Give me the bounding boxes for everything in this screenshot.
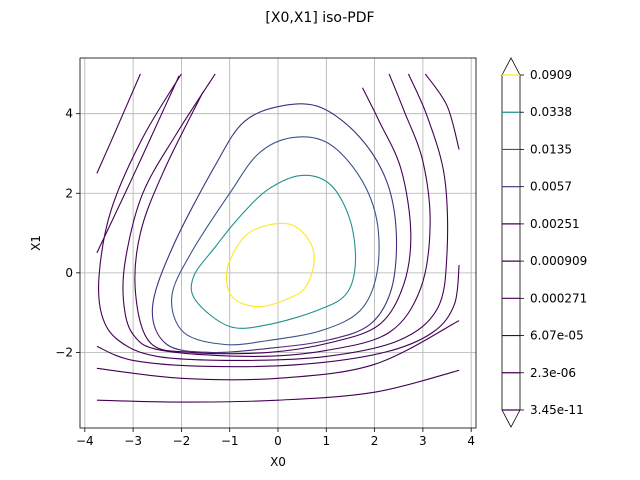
- colorbar-tick-label: 6.07e-05: [530, 329, 584, 343]
- y-tick-label: 4: [65, 107, 73, 121]
- y-axis-label: X1: [29, 235, 43, 251]
- contour-lines: [96, 73, 460, 403]
- colorbar-tick-label: 3.45e-11: [530, 403, 584, 417]
- x-tick-label: 2: [371, 434, 379, 448]
- contour-line: [190, 174, 357, 329]
- contour-line: [96, 264, 460, 368]
- x-tick-label: −1: [221, 434, 239, 448]
- colorbar-extend-top: [501, 57, 521, 76]
- contour-line: [96, 320, 460, 381]
- colorbar-tick-label: 0.000271: [530, 291, 587, 305]
- colorbar-tick-label: 2.3e-06: [530, 366, 576, 380]
- chart-title: [X0,X1] iso-PDF: [265, 10, 374, 26]
- contour-line: [151, 103, 398, 354]
- y-tick-label: 2: [65, 186, 73, 200]
- colorbar-tick-label: 0.000909: [530, 254, 587, 268]
- x-axis-label: X0: [270, 455, 286, 469]
- x-tick-label: 4: [467, 434, 475, 448]
- colorbar-body: [501, 74, 521, 411]
- colorbar-tick-label: 0.0909: [530, 68, 572, 82]
- contour-line: [424, 73, 460, 150]
- x-tick-label: −2: [173, 434, 191, 448]
- x-axis-ticks: −4 −3 −2 −1 0 1 2 3 4: [76, 428, 475, 448]
- contour-line: [96, 75, 180, 254]
- x-tick-label: 3: [419, 434, 427, 448]
- y-tick-label: 0: [65, 266, 73, 280]
- grid-lines: [80, 58, 476, 428]
- x-tick-label: 1: [322, 434, 330, 448]
- y-axis-ticks: −2 0 2 4: [55, 107, 80, 359]
- contour-line: [96, 369, 460, 403]
- x-tick-label: −4: [76, 434, 94, 448]
- contour-line: [134, 87, 412, 355]
- x-tick-label: 0: [274, 434, 282, 448]
- contour-line: [171, 136, 380, 346]
- contour-line: [96, 73, 141, 174]
- contour-line: [225, 222, 315, 308]
- colorbar-tick-label: 0.0338: [530, 105, 572, 119]
- colorbar-tick-label: 0.0057: [530, 180, 572, 194]
- colorbar-tick-label: 0.00251: [530, 217, 580, 231]
- colorbar: 0.0909 0.0338 0.0135 0.0057 0.00251 0.000909 0…: [501, 57, 587, 428]
- contour-line: [122, 73, 431, 357]
- y-tick-label: −2: [55, 345, 73, 359]
- contour-line: [97, 73, 449, 361]
- colorbar-tick-label: 0.0135: [530, 142, 572, 156]
- colorbar-extend-bottom: [501, 409, 521, 428]
- x-tick-label: −3: [124, 434, 142, 448]
